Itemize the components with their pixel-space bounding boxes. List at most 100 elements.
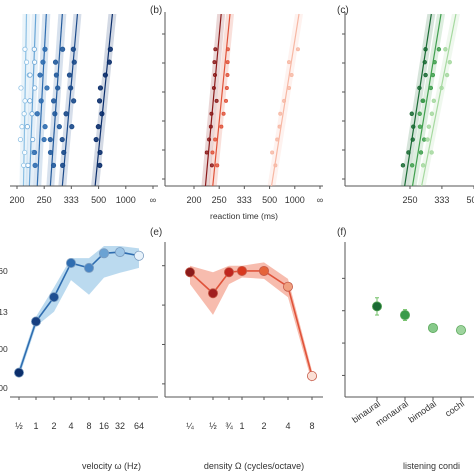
data-point [208,124,213,129]
x-tick-label: 2 [261,421,266,431]
data-point [102,72,108,78]
data-point [447,59,452,65]
data-point [428,85,434,91]
data-point [38,98,44,104]
data-point [420,163,426,168]
data-point [225,60,230,65]
y-tick-label: 00 [0,383,8,393]
data-point [399,310,410,321]
data-point [29,111,35,117]
data-point [51,98,57,104]
data-point [53,72,59,78]
x-tick-label: ½ [209,421,217,431]
data-point [27,98,33,104]
data-point [427,322,438,333]
panel-letter: (b) [150,5,162,16]
data-point [44,85,50,91]
regression-line [61,13,79,187]
data-point [417,85,422,91]
x-axis-label: reaction time (ms) [210,211,278,221]
data-point [306,370,317,381]
data-point [52,111,58,117]
data-point [66,72,73,78]
data-point [443,47,448,52]
data-point [287,85,292,90]
regression-line [421,13,457,187]
x-tick-label: 1000 [285,195,305,205]
data-point [23,59,30,65]
x-tick-label: ½ [15,421,23,431]
x-tick-label: bimodal [407,398,439,424]
data-point [409,163,415,168]
data-point [47,136,53,143]
regression-line [28,13,37,187]
data-point [422,59,427,65]
data-point [431,98,437,104]
data-point [204,150,209,155]
data-point [71,98,77,104]
data-point [286,60,291,65]
data-point [420,98,426,104]
data-point [34,111,40,117]
x-tick-label: 500 [262,195,277,205]
data-point [41,136,47,143]
regression-line [411,13,442,187]
data-point [429,111,435,116]
data-point [50,162,57,168]
data-point [432,59,437,65]
data-point [61,149,67,156]
data-point [210,150,215,155]
data-point [21,111,27,117]
data-point [97,85,104,91]
x-tick-label: ¼ [186,421,194,431]
data-point [223,267,234,278]
x-tick-label: 32 [115,421,125,431]
x-tick-label: 8 [86,421,91,431]
data-point [214,98,219,103]
data-point [406,150,411,155]
data-point [30,136,36,143]
data-point [444,72,450,78]
data-point [225,73,230,78]
x-tick-label: 4 [68,421,73,431]
data-point [31,149,38,156]
data-point [278,111,283,116]
data-point [224,85,229,90]
panel-letter: (f) [337,227,346,238]
data-point [133,250,144,261]
data-point [84,262,95,273]
data-point [215,163,220,168]
data-point [418,150,424,155]
data-point [430,72,436,78]
data-point [184,267,195,278]
data-point [417,111,422,116]
data-point [429,150,434,155]
data-point [213,47,218,52]
data-point [24,124,30,130]
x-tick-label: 64 [134,421,144,431]
data-point [59,136,65,143]
x-tick-label: 333 [434,195,449,205]
data-point [30,316,41,327]
data-point [212,73,217,78]
regression-line [204,13,222,187]
data-point [93,136,99,143]
data-point [55,85,61,91]
data-point [68,85,74,91]
x-tick-label: 500 [91,195,106,205]
data-point [40,59,46,65]
data-point [99,248,110,259]
x-tick-label: cochl [443,398,466,418]
data-point [219,124,224,129]
panel-a: 200 250 333 500 1000 ∞ [9,13,158,205]
data-point [410,137,415,142]
data-point [275,137,280,142]
data-point [207,288,218,299]
data-point [60,162,66,168]
data-point [21,162,27,168]
x-tick-label: 200 [186,195,201,205]
data-point [371,301,382,312]
